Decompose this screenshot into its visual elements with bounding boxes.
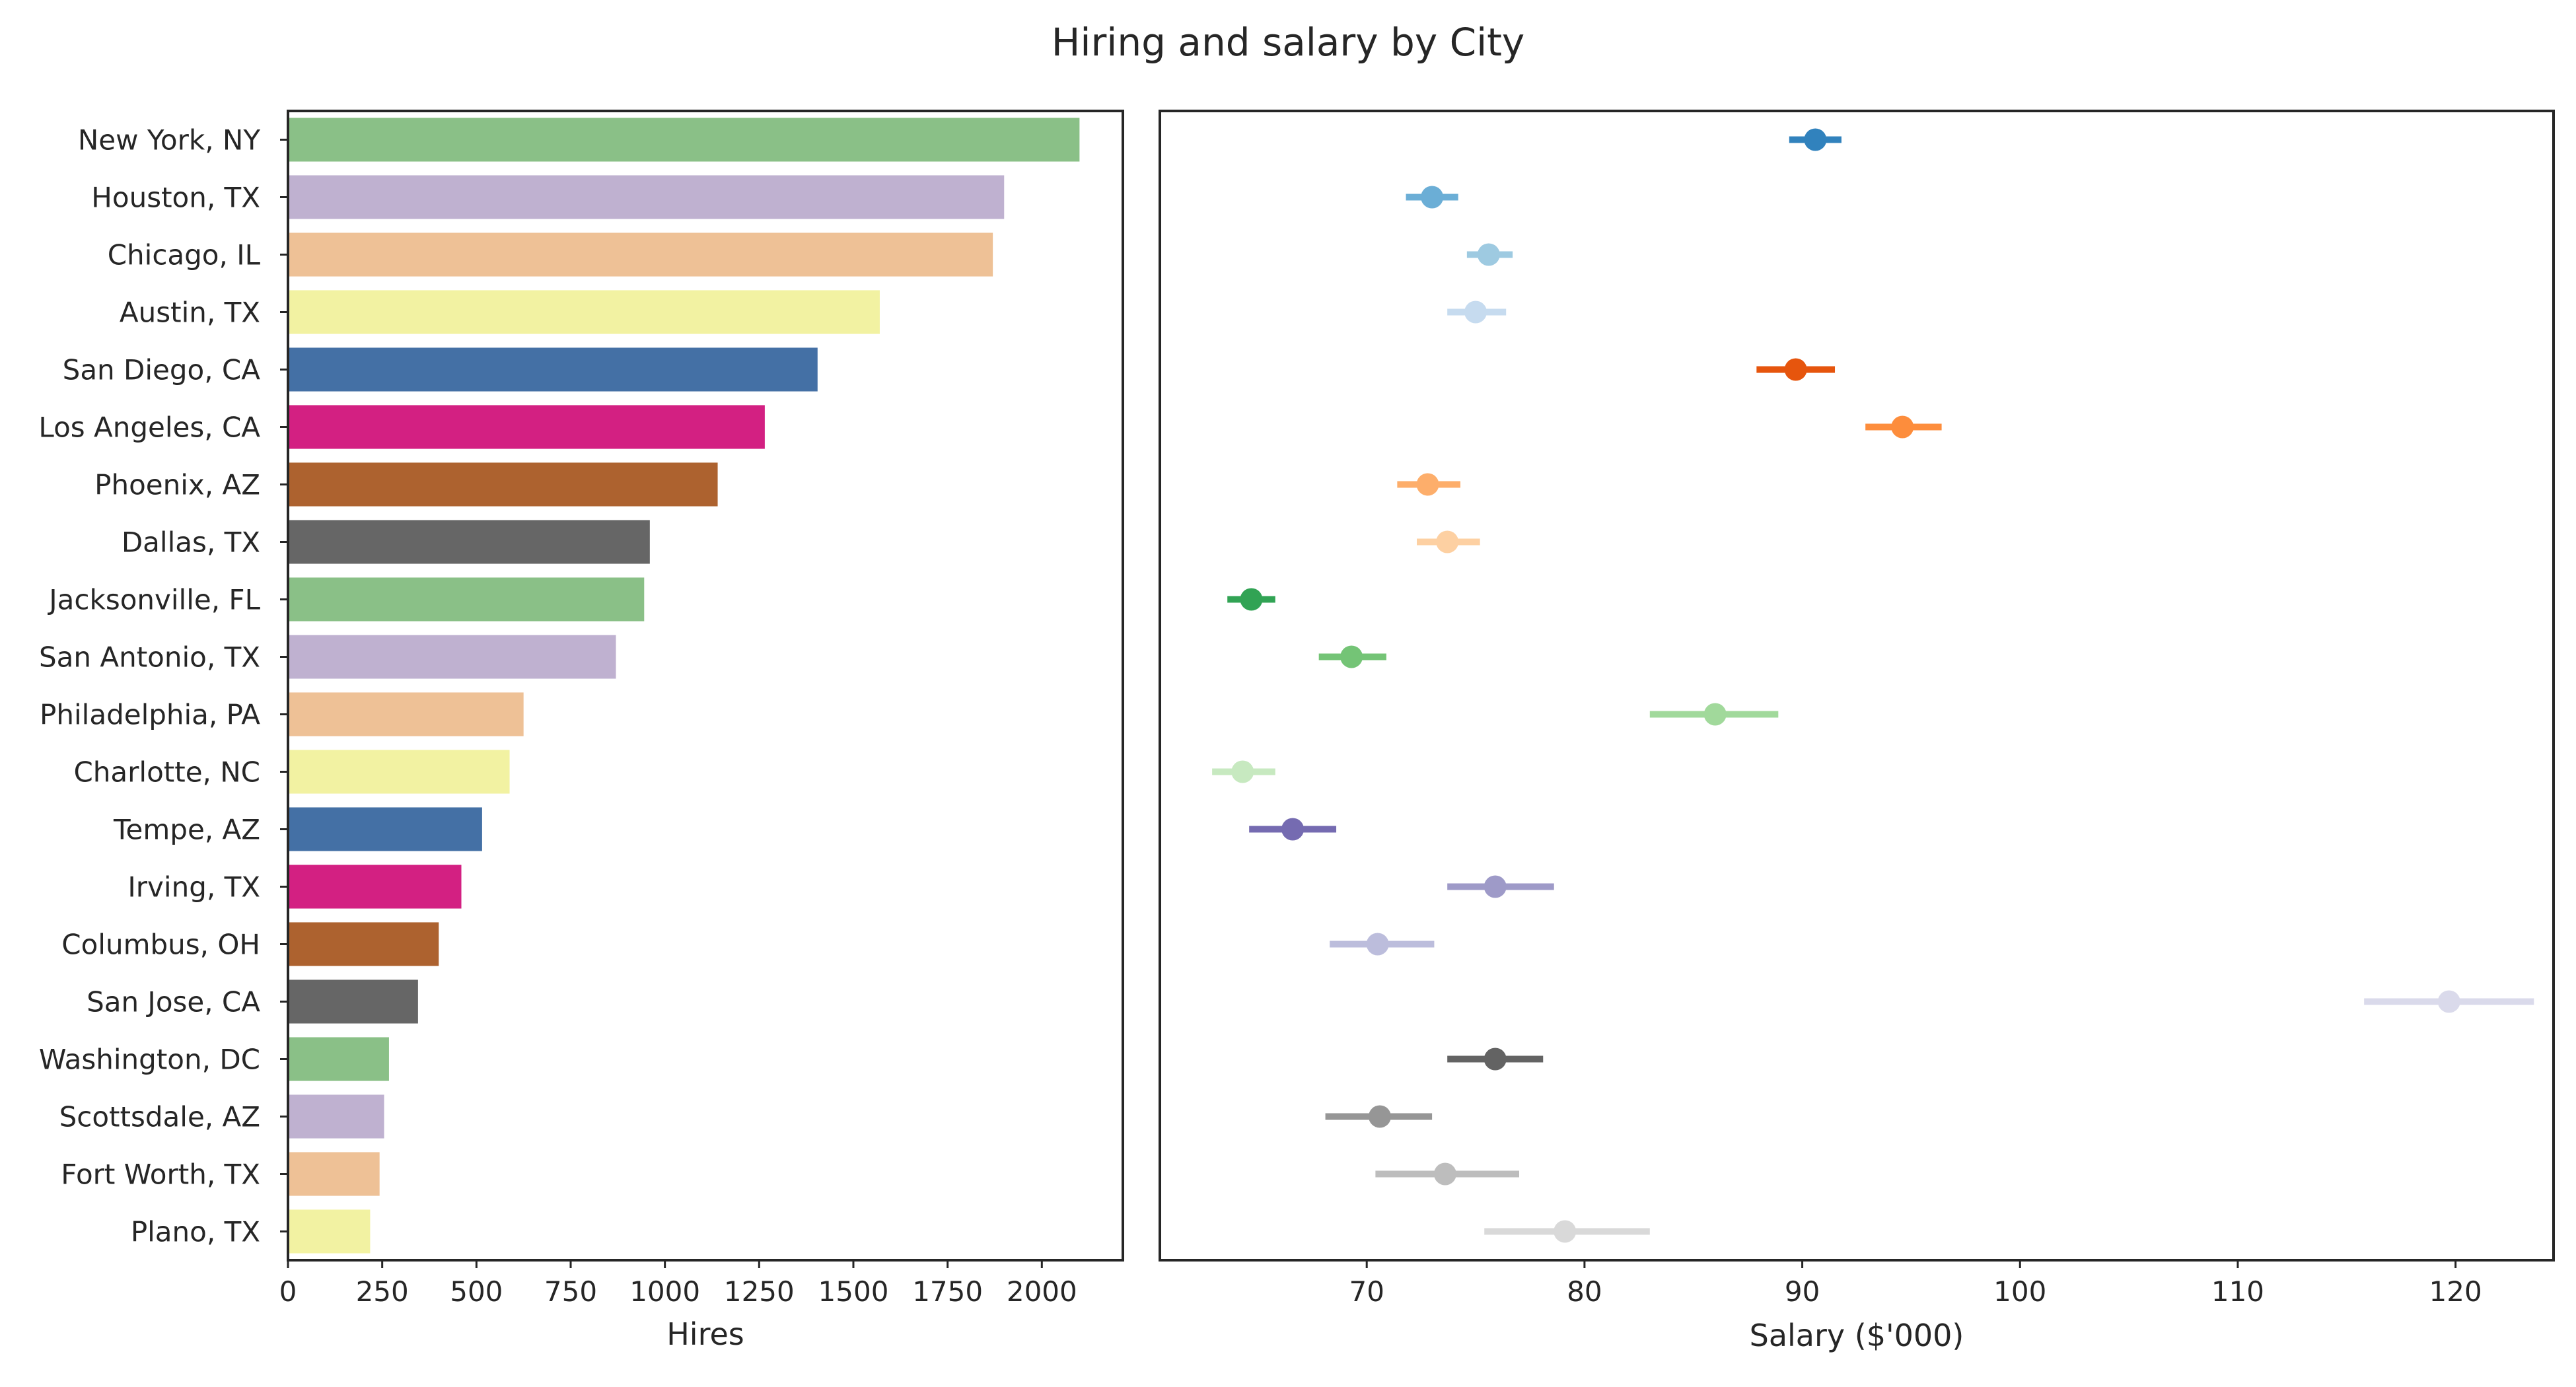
category-label: New York, NY [78,124,260,157]
category-label: Columbus, OH [61,929,260,961]
category-label: Philadelphia, PA [40,699,260,731]
point-new-york-ny [1804,128,1827,151]
x-tick-label: 80 [1567,1275,1602,1308]
category-label: Tempe, AZ [113,814,260,846]
x-axis-label: Hires [666,1316,744,1352]
bar-scottsdale-az [288,1094,384,1139]
x-axis-label: Salary ($'000) [1750,1318,1964,1353]
bar-dallas-tx [288,520,650,564]
x-tick-label: 70 [1349,1275,1384,1308]
x-tick-label: 90 [1785,1275,1820,1308]
x-tick-label: 2000 [1007,1275,1077,1308]
point-austin-tx [1464,301,1487,324]
point-washington-dc [1484,1048,1507,1071]
category-label: Los Angeles, CA [38,411,260,444]
point-san-antonio-tx [1340,645,1363,668]
category-label: San Jose, CA [87,986,260,1018]
bar-san-jose-ca [288,979,418,1024]
category-label: Plano, TX [131,1216,260,1248]
bar-los-angeles-ca [288,405,765,449]
point-tempe-az [1281,818,1305,841]
bar-san-antonio-tx [288,635,616,679]
category-label: Fort Worth, TX [61,1158,260,1191]
x-tick-label: 1500 [818,1275,889,1308]
point-phoenix-az [1416,473,1439,496]
bar-austin-tx [288,290,880,334]
point-dallas-tx [1436,530,1459,553]
point-plano-tx [1554,1220,1577,1243]
bar-irving-tx [288,865,462,909]
bar-phoenix-az [288,462,718,507]
category-label: Dallas, TX [122,526,260,559]
bar-new-york-ny [288,118,1080,162]
x-tick-label: 110 [2211,1275,2264,1308]
point-columbus-oh [1366,933,1389,956]
point-san-diego-ca [1784,358,1807,381]
category-label: Irving, TX [127,871,260,904]
point-jacksonville-fl [1240,588,1263,611]
bar-jacksonville-fl [288,577,645,622]
bar-fort-worth-tx [288,1152,380,1196]
plot-frame [287,110,1124,1262]
salary-point-panel: 70 80 90 100 110 120 Salary ($'000) [1159,110,2555,1353]
bar-columbus-oh [288,922,439,966]
point-charlotte-nc [1231,760,1254,783]
point-philadelphia-pa [1703,703,1727,726]
x-tick-label: 120 [2429,1275,2482,1308]
plot-frame [1159,110,2555,1262]
category-label: Chicago, IL [108,239,261,271]
point-irving-tx [1484,875,1507,898]
category-label: Jacksonville, FL [47,584,260,616]
category-label: Houston, TX [91,182,260,214]
x-tick-label: 1750 [912,1275,983,1308]
point-chicago-il [1477,243,1500,266]
category-label: Phoenix, AZ [94,469,260,501]
bar-philadelphia-pa [288,692,524,736]
bar-tempe-az [288,807,482,851]
category-label: Washington, DC [39,1044,260,1076]
point-los-angeles-ca [1891,415,1914,439]
bar-chicago-il [288,232,993,277]
bar-charlotte-nc [288,750,510,794]
x-tick-label: 250 [356,1275,409,1308]
bar-san-diego-ca [288,347,818,392]
bar-houston-tx [288,175,1005,219]
x-tick-label: 750 [544,1275,597,1308]
point-fort-worth-tx [1433,1162,1456,1186]
x-tick-label: 1000 [629,1275,700,1308]
x-tick-label: 100 [1993,1275,2046,1308]
category-label: Austin, TX [120,297,260,329]
point-san-jose-ca [2437,990,2460,1013]
bar-washington-dc [288,1037,389,1081]
figure-title: Hiring and salary by City [1051,20,1525,65]
category-label: Scottsdale, AZ [59,1101,260,1133]
category-label: San Antonio, TX [39,641,260,674]
x-tick-label: 1250 [724,1275,795,1308]
category-label: San Diego, CA [63,354,261,386]
x-tick-label: 500 [450,1275,503,1308]
hires-bar-panel: New York, NY Houston, TX Chicago, IL Austin… [38,110,1124,1352]
category-label: Charlotte, NC [73,756,260,789]
x-tick-label: 0 [279,1275,297,1308]
bar-plano-tx [288,1209,371,1254]
point-houston-tx [1421,186,1444,209]
point-scottsdale-az [1368,1105,1391,1128]
